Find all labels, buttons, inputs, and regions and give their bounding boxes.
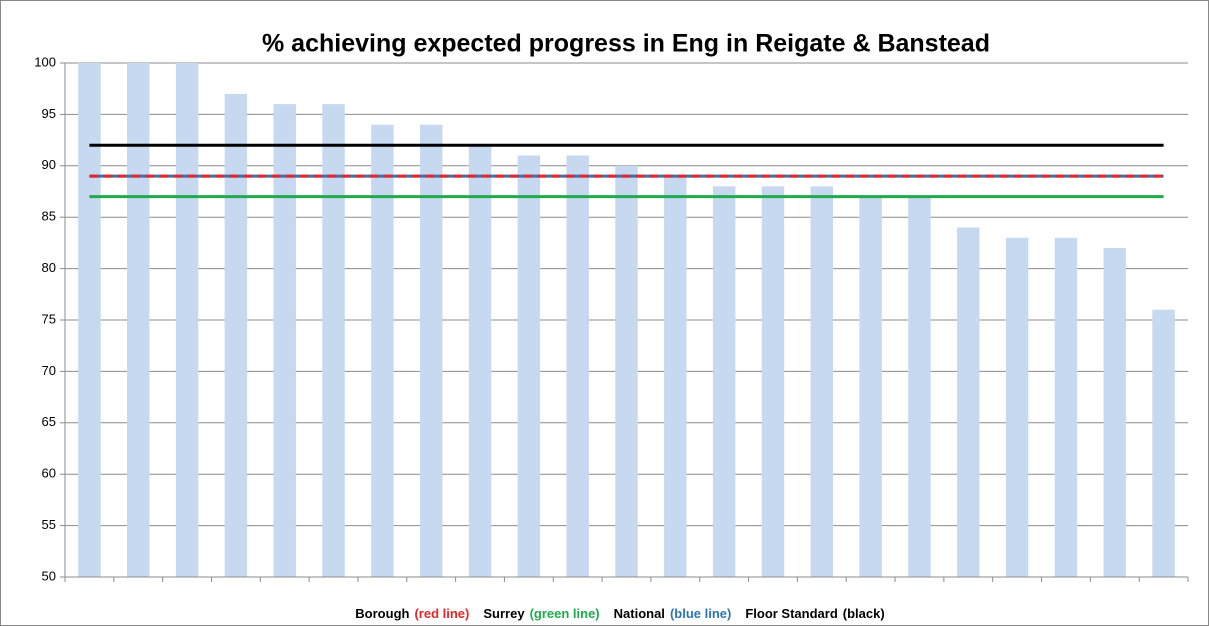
bar <box>566 155 589 577</box>
bar <box>517 155 541 577</box>
bar <box>175 63 199 577</box>
bar <box>664 176 687 577</box>
bar <box>127 63 150 577</box>
y-tick-label: 65 <box>42 414 56 429</box>
bar <box>419 124 443 578</box>
y-tick-label: 100 <box>34 54 56 69</box>
bar <box>78 63 101 577</box>
y-tick-label: 75 <box>42 311 56 326</box>
bar <box>1152 309 1175 577</box>
y-tick-label: 60 <box>42 466 56 481</box>
y-tick-label: 50 <box>42 568 56 583</box>
legend-note: (black) <box>843 606 885 621</box>
legend-label: Surrey <box>483 606 525 621</box>
y-tick-label: 70 <box>42 363 56 378</box>
bar <box>859 196 882 577</box>
bar <box>908 196 931 577</box>
bar <box>712 186 736 578</box>
bar <box>1054 237 1078 577</box>
bar <box>322 104 345 578</box>
legend-label: Floor Standard <box>745 606 838 621</box>
chart-title: % achieving expected progress in Eng in … <box>262 30 990 58</box>
y-tick-label: 80 <box>42 260 56 275</box>
bar <box>810 186 834 578</box>
bar <box>957 227 980 578</box>
bar <box>371 124 394 578</box>
bar <box>1005 237 1029 577</box>
legend: Borough (red line) Surrey (green line) Natio… <box>355 606 884 621</box>
bar <box>273 104 296 578</box>
y-tick-label: 90 <box>42 157 56 172</box>
y-tick-label: 95 <box>42 106 56 121</box>
y-tick-label: 85 <box>42 209 56 224</box>
legend-label: Borough <box>355 606 409 621</box>
bar <box>761 186 785 578</box>
legend-note: (blue line) <box>670 606 731 621</box>
legend-label: National <box>614 606 665 621</box>
bar <box>224 93 248 577</box>
bar <box>615 165 638 578</box>
legend-note: (red line) <box>414 606 469 621</box>
y-tick-label: 55 <box>42 517 56 532</box>
bar <box>1103 248 1126 578</box>
bar <box>468 145 492 578</box>
legend-note: (green line) <box>530 606 600 621</box>
